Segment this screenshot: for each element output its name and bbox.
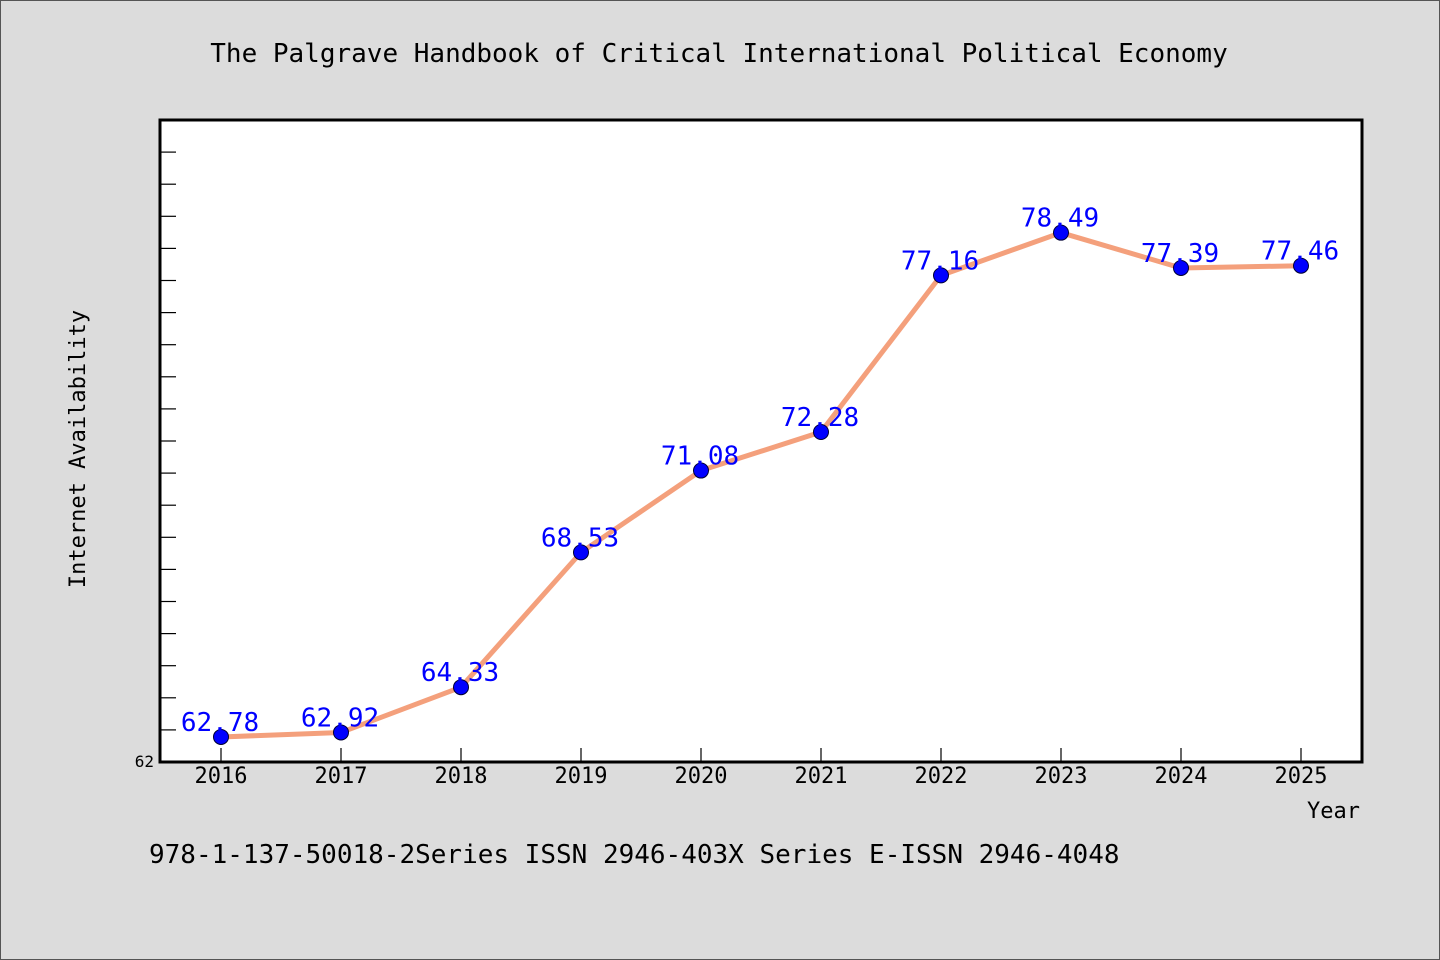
data-label: 71.08: [661, 442, 739, 472]
y-axis-tick-labels: 62: [135, 752, 154, 771]
data-label: 64.33: [421, 658, 499, 688]
footer-isbn-text: 978-1-137-50018-2Series ISSN 2946-403X S…: [149, 840, 1120, 870]
data-point: [213, 728, 229, 745]
data-point: [573, 544, 589, 561]
y-axis-ticks: [160, 151, 176, 731]
x-tick-label: 2016: [195, 764, 248, 789]
x-tick-label: 2023: [1035, 764, 1088, 789]
data-label: 77.46: [1261, 237, 1339, 267]
data-label: 62.92: [301, 703, 379, 733]
data-point: [1173, 259, 1189, 276]
x-tick-label: 2025: [1275, 764, 1328, 789]
x-tick-label: 2024: [1155, 764, 1208, 789]
x-tick-label: 2020: [675, 764, 728, 789]
data-label: 72.28: [781, 403, 859, 433]
x-tick-label: 2021: [795, 764, 848, 789]
x-axis-label: Year: [1307, 799, 1360, 824]
data-point: [1293, 257, 1309, 274]
data-point: [453, 679, 469, 696]
data-point: [333, 724, 349, 741]
x-axis-ticks: [220, 748, 1302, 762]
data-point: [1053, 224, 1069, 241]
series-group: 62.78 62.92 64.33 68.53 71.08 72.28 77.16 78.49…: [181, 204, 1339, 745]
data-point: [933, 267, 949, 284]
chart-title: The Palgrave Handbook of Critical Intern…: [210, 39, 1227, 69]
plot-area: [158, 118, 1364, 764]
x-axis-tick-labels: 2016 2017 2018 2019 2020 2021 2022 2023 2024 2025: [195, 764, 1328, 789]
x-tick-label: 2022: [915, 764, 968, 789]
data-point: [693, 462, 709, 479]
series-line: [218, 230, 1304, 740]
data-label: 77.39: [1141, 239, 1219, 269]
data-label: 77.16: [901, 246, 979, 276]
data-label: 62.78: [181, 708, 259, 738]
data-point: [813, 424, 829, 441]
x-tick-label: 2018: [435, 764, 488, 789]
data-label: 78.49: [1021, 204, 1099, 234]
x-tick-label: 2017: [315, 764, 368, 789]
y-axis-label: Internet Availability: [66, 310, 91, 588]
x-tick-label: 2019: [555, 764, 608, 789]
data-label: 68.53: [541, 523, 619, 553]
y-tick-label: 62: [135, 752, 154, 771]
